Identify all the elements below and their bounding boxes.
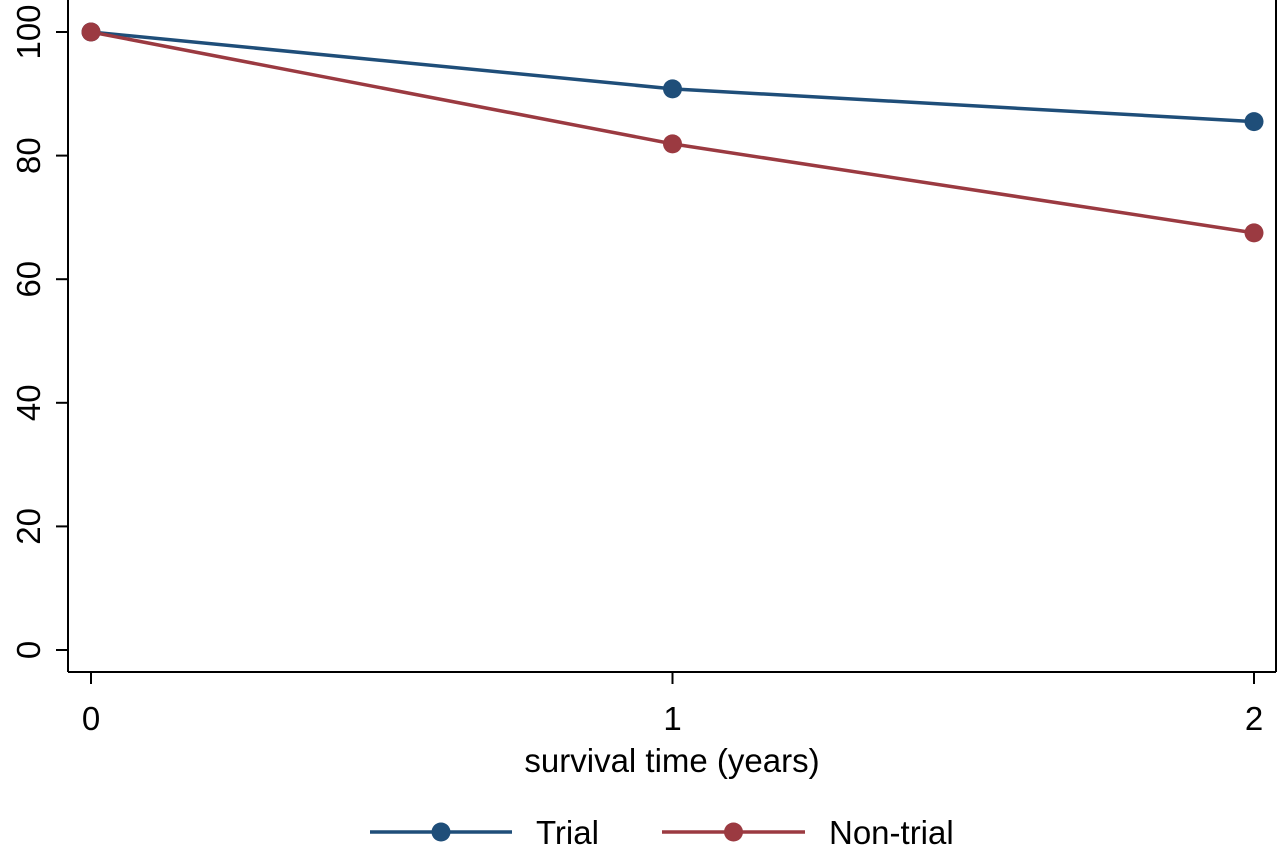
data-point-trial <box>1244 112 1264 132</box>
data-point-non-trial <box>1244 223 1264 243</box>
legend-item-non-trial: Non-trial <box>662 814 954 847</box>
y-tick-label: 80 <box>10 137 47 174</box>
legend: Trial Non-trial <box>370 814 954 847</box>
x-tick-label: 2 <box>1245 700 1263 737</box>
x-axis-ticks: 0 1 2 <box>82 672 1263 737</box>
y-tick-label: 40 <box>10 384 47 421</box>
series-layer <box>81 22 1264 243</box>
y-axis-ticks: 0 20 40 60 80 100 <box>10 4 68 659</box>
y-tick-label: 60 <box>10 261 47 298</box>
y-tick-label: 100 <box>10 4 47 59</box>
legend-label: Non-trial <box>829 814 954 847</box>
y-tick-label: 20 <box>10 508 47 545</box>
legend-swatch-marker <box>724 822 743 842</box>
legend-item-trial: Trial <box>370 814 599 847</box>
data-point-trial <box>663 79 682 99</box>
data-point-non-trial <box>81 22 101 42</box>
x-tick-label: 0 <box>82 700 100 737</box>
legend-label: Trial <box>536 814 599 847</box>
y-tick-label: 0 <box>10 641 47 659</box>
data-point-non-trial <box>663 134 682 154</box>
x-axis-label: survival time (years) <box>524 742 819 779</box>
x-tick-label: 1 <box>663 700 681 737</box>
legend-swatch-marker <box>431 822 451 842</box>
